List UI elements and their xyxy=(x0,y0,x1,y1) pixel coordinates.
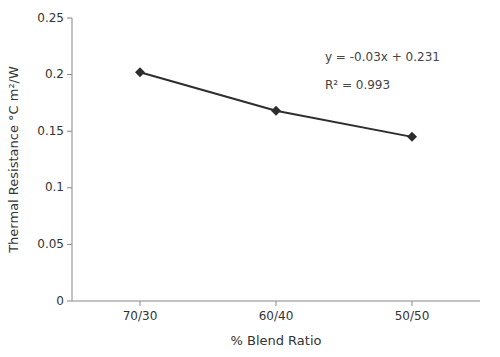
y-tick xyxy=(67,301,72,302)
y-tick xyxy=(67,187,72,188)
marker xyxy=(135,67,145,77)
y-tick xyxy=(67,244,72,245)
chart: 0 0.05 0.1 0.15 0.2 0.25 70/30 60/40 50/50 % Blen… xyxy=(0,0,500,357)
x-axis-label: % Blend Ratio xyxy=(230,333,321,348)
x-tick xyxy=(412,301,413,306)
y-axis xyxy=(72,18,73,301)
x-tick-label: 60/40 xyxy=(259,309,294,323)
chart-container: 0 0.05 0.1 0.15 0.2 0.25 70/30 60/40 50/50 % Blen… xyxy=(0,0,500,357)
y-tick xyxy=(67,18,72,19)
y-tick-label: 0 xyxy=(56,294,64,308)
y-tick-label: 0.2 xyxy=(45,67,64,81)
y-tick-label: 0.1 xyxy=(45,180,64,194)
x-tick xyxy=(276,301,277,306)
y-tick xyxy=(67,131,72,132)
y-axis-label: Thermal Resistance °C m²/W xyxy=(6,66,21,254)
line xyxy=(140,72,412,137)
marker xyxy=(271,106,281,116)
y-tick-label: 0.15 xyxy=(37,124,64,138)
y-tick xyxy=(67,74,72,75)
annotation: R² = 0.993 xyxy=(325,78,390,92)
annotation: y = -0.03x + 0.231 xyxy=(325,50,440,64)
plot-area xyxy=(135,67,417,142)
y-tick-label: 0.25 xyxy=(37,11,64,25)
x-tick xyxy=(140,301,141,306)
x-tick-label: 70/30 xyxy=(123,309,158,323)
x-tick-label: 50/50 xyxy=(395,309,430,323)
marker xyxy=(407,132,417,142)
y-tick-label: 0.05 xyxy=(37,237,64,251)
